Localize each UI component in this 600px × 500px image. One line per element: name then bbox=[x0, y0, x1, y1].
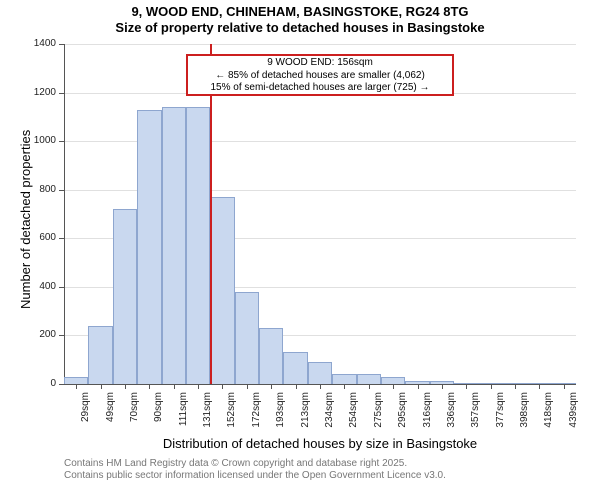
x-tick bbox=[418, 384, 419, 389]
x-tick bbox=[393, 384, 394, 389]
x-tick bbox=[515, 384, 516, 389]
x-tick-label: 49sqm bbox=[105, 392, 116, 436]
histogram-bar bbox=[357, 374, 381, 384]
histogram-bar bbox=[235, 292, 259, 384]
x-tick bbox=[101, 384, 102, 389]
x-tick bbox=[320, 384, 321, 389]
x-tick bbox=[271, 384, 272, 389]
x-tick-label: 234sqm bbox=[324, 392, 335, 436]
x-tick bbox=[491, 384, 492, 389]
x-tick-label: 295sqm bbox=[397, 392, 408, 436]
x-tick bbox=[222, 384, 223, 389]
y-tick-label: 400 bbox=[16, 281, 56, 292]
x-tick-label: 29sqm bbox=[80, 392, 91, 436]
x-tick-label: 316sqm bbox=[422, 392, 433, 436]
x-tick-label: 70sqm bbox=[129, 392, 140, 436]
x-tick-label: 131sqm bbox=[202, 392, 213, 436]
histogram-bar bbox=[381, 377, 405, 384]
x-tick-label: 275sqm bbox=[373, 392, 384, 436]
histogram-bar bbox=[88, 326, 112, 384]
x-tick bbox=[344, 384, 345, 389]
histogram-bar bbox=[64, 377, 88, 384]
x-axis-label: Distribution of detached houses by size … bbox=[64, 436, 576, 451]
callout-line: 15% of semi-detached houses are larger (… bbox=[188, 82, 452, 95]
chart-title: 9, WOOD END, CHINEHAM, BASINGSTOKE, RG24… bbox=[0, 0, 600, 35]
x-tick-label: 213sqm bbox=[300, 392, 311, 436]
x-tick bbox=[125, 384, 126, 389]
title-line-2: Size of property relative to detached ho… bbox=[0, 20, 600, 36]
x-tick-label: 377sqm bbox=[495, 392, 506, 436]
histogram-bar bbox=[332, 374, 356, 384]
y-tick-label: 1000 bbox=[16, 135, 56, 146]
x-tick-label: 152sqm bbox=[226, 392, 237, 436]
histogram-bar bbox=[283, 352, 307, 384]
y-tick-label: 200 bbox=[16, 329, 56, 340]
x-tick bbox=[174, 384, 175, 389]
x-tick bbox=[149, 384, 150, 389]
title-line-1: 9, WOOD END, CHINEHAM, BASINGSTOKE, RG24… bbox=[0, 4, 600, 20]
attribution-line-1: Contains HM Land Registry data © Crown c… bbox=[64, 458, 407, 469]
gridline bbox=[64, 44, 576, 45]
x-tick bbox=[564, 384, 565, 389]
x-tick bbox=[76, 384, 77, 389]
callout-line: 9 WOOD END: 156sqm bbox=[188, 57, 452, 70]
callout-box: 9 WOOD END: 156sqm← 85% of detached hous… bbox=[186, 54, 454, 96]
x-tick bbox=[369, 384, 370, 389]
y-tick-label: 1400 bbox=[16, 38, 56, 49]
x-tick-label: 336sqm bbox=[446, 392, 457, 436]
histogram-bar bbox=[113, 209, 137, 384]
attribution-line-2: Contains public sector information licen… bbox=[64, 470, 446, 481]
callout-line: ← 85% of detached houses are smaller (4,… bbox=[188, 70, 452, 83]
y-tick-label: 0 bbox=[16, 378, 56, 389]
y-tick-label: 600 bbox=[16, 232, 56, 243]
x-tick-label: 254sqm bbox=[348, 392, 359, 436]
x-tick-label: 357sqm bbox=[470, 392, 481, 436]
x-tick-label: 439sqm bbox=[568, 392, 579, 436]
x-tick bbox=[198, 384, 199, 389]
chart-container: 9, WOOD END, CHINEHAM, BASINGSTOKE, RG24… bbox=[0, 0, 600, 500]
plot-area: 020040060080010001200140029sqm49sqm70sqm… bbox=[64, 44, 576, 384]
histogram-bar bbox=[210, 197, 234, 384]
x-tick bbox=[539, 384, 540, 389]
x-tick-label: 193sqm bbox=[275, 392, 286, 436]
x-tick bbox=[442, 384, 443, 389]
x-tick-label: 90sqm bbox=[153, 392, 164, 436]
x-tick bbox=[247, 384, 248, 389]
histogram-bar bbox=[186, 107, 210, 384]
histogram-bar bbox=[137, 110, 161, 384]
y-tick-label: 800 bbox=[16, 184, 56, 195]
histogram-bar bbox=[259, 328, 283, 384]
histogram-bar bbox=[162, 107, 186, 384]
x-tick-label: 172sqm bbox=[251, 392, 262, 436]
histogram-bar bbox=[308, 362, 332, 384]
y-axis-line bbox=[64, 44, 65, 384]
x-tick-label: 398sqm bbox=[519, 392, 530, 436]
x-tick-label: 418sqm bbox=[543, 392, 554, 436]
x-tick bbox=[466, 384, 467, 389]
x-tick bbox=[296, 384, 297, 389]
x-tick-label: 111sqm bbox=[178, 392, 189, 436]
y-tick-label: 1200 bbox=[16, 87, 56, 98]
